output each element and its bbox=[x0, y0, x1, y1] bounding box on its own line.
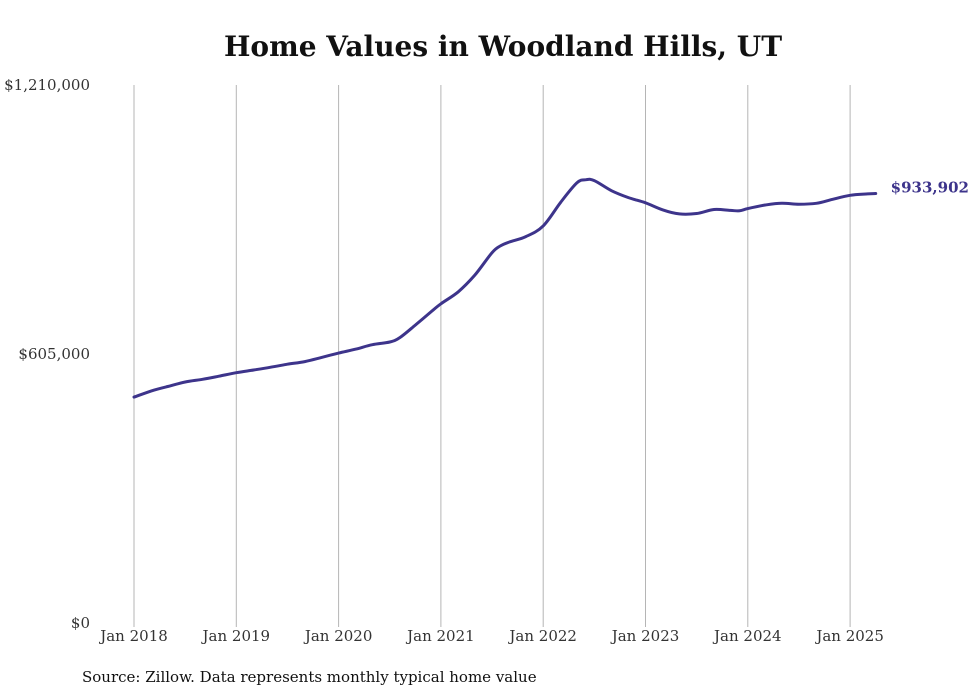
end-value-label: $933,902 bbox=[891, 178, 969, 196]
y-tick-label-2: $1,210,000 bbox=[4, 76, 90, 94]
chart-title: Home Values in Woodland Hills, UT bbox=[223, 30, 783, 63]
grid-lines bbox=[133, 85, 851, 627]
x-tick-label-2: Jan 2020 bbox=[303, 627, 373, 645]
x-tick-label-0: Jan 2018 bbox=[98, 627, 168, 645]
x-tick-label-7: Jan 2025 bbox=[814, 627, 884, 645]
x-tick-label-1: Jan 2019 bbox=[201, 627, 271, 645]
x-tick-label-4: Jan 2022 bbox=[507, 627, 577, 645]
series bbox=[132, 177, 878, 399]
y-tick-label-1: $605,000 bbox=[18, 345, 90, 363]
y-axis: $0 $605,000 $1,210,000 bbox=[4, 76, 90, 632]
series-line-home-values bbox=[132, 177, 878, 399]
y-tick-label-0: $0 bbox=[71, 614, 90, 632]
x-tick-label-3: Jan 2021 bbox=[405, 627, 475, 645]
x-tick-label-6: Jan 2024 bbox=[712, 627, 782, 645]
x-tick-label-5: Jan 2023 bbox=[610, 627, 680, 645]
data-labels: $933,902 bbox=[891, 178, 969, 196]
x-axis: Jan 2018 Jan 2019 Jan 2020 Jan 2021 Jan 2022… bbox=[98, 627, 884, 645]
source-note: Source: Zillow. Data represents monthly … bbox=[82, 668, 537, 686]
